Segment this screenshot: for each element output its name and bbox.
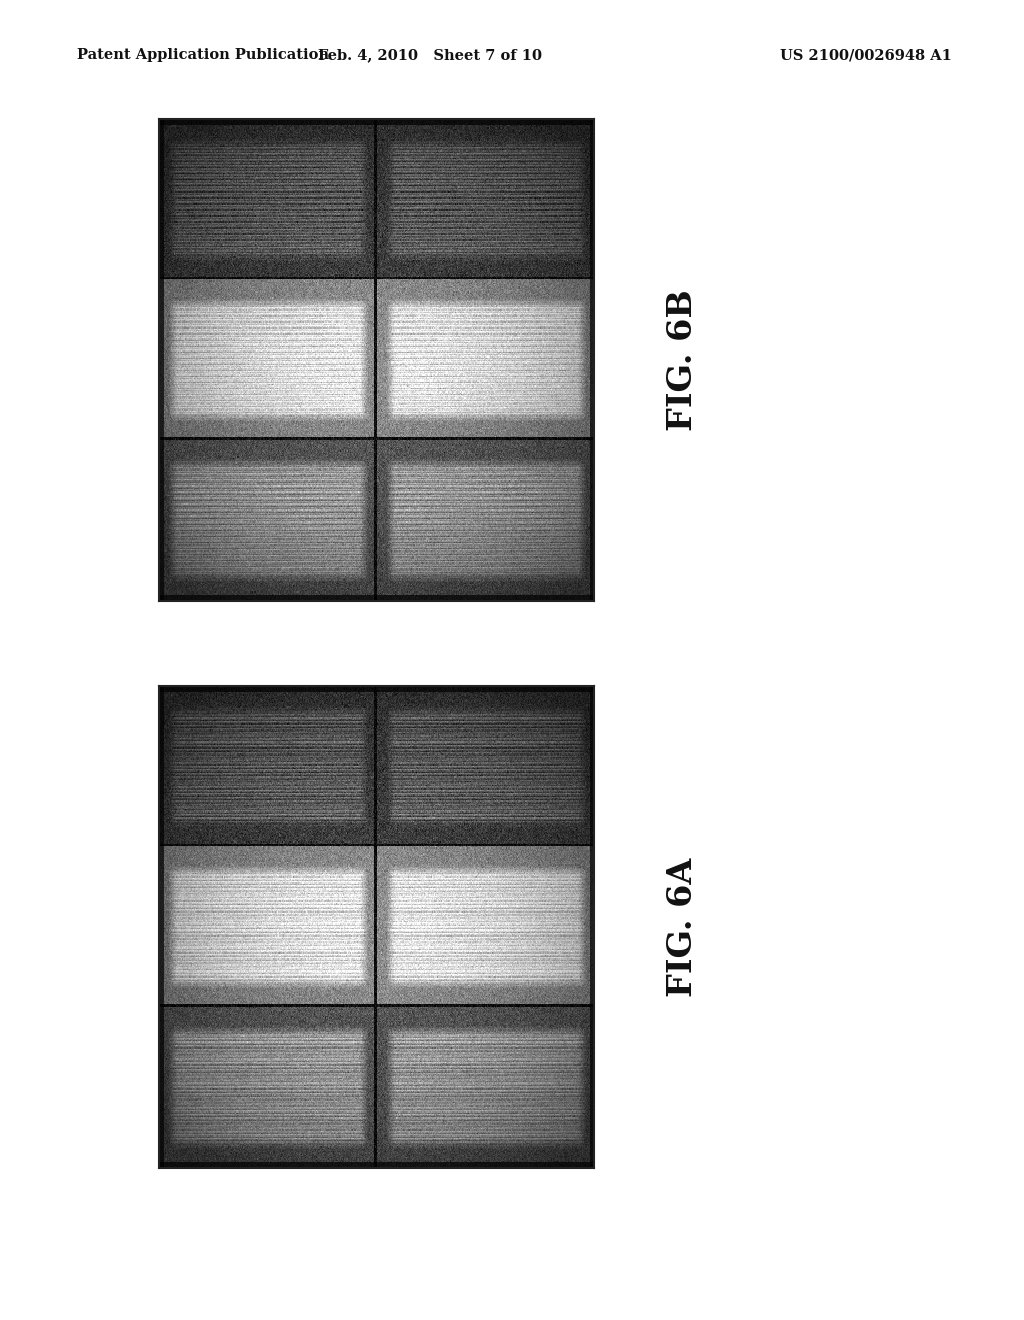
Text: Patent Application Publication: Patent Application Publication <box>77 49 329 62</box>
Text: FIG. 6A: FIG. 6A <box>666 858 698 997</box>
Text: Feb. 4, 2010   Sheet 7 of 10: Feb. 4, 2010 Sheet 7 of 10 <box>318 49 542 62</box>
Text: US 2100/0026948 A1: US 2100/0026948 A1 <box>780 49 952 62</box>
Text: FIG. 6B: FIG. 6B <box>666 289 698 430</box>
